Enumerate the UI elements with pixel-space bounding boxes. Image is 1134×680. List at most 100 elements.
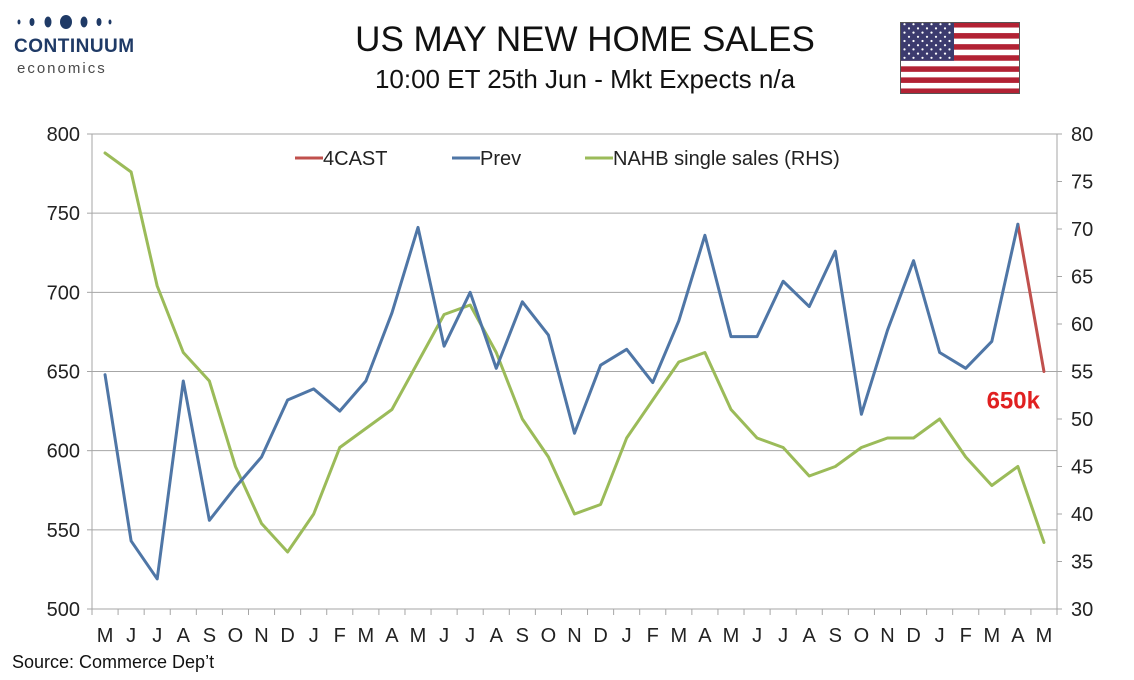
chart-title: US MAY NEW HOME SALES [355,20,815,59]
x-tick-label: O [541,625,557,647]
x-tick-label: N [254,625,268,647]
flag-star-icon [943,52,947,55]
flag-star-icon [925,35,929,38]
flag-star-icon [948,31,951,34]
flag-star-icon [948,48,951,51]
flag-star-icon [930,56,933,59]
flag-star-icon [943,44,947,47]
legend-label: NAHB single sales (RHS) [613,148,840,170]
flag-star-icon [916,44,920,47]
y-left-tick-label: 800 [47,124,80,146]
x-tick-label: M [670,625,687,647]
flag-star-icon [925,44,929,47]
x-tick-label: J [935,625,945,647]
x-tick-label: S [829,625,842,647]
flag-star-icon [921,48,924,51]
x-tick-label: A [177,625,191,647]
x-tick-label: J [152,625,162,647]
flag-star-icon [903,31,906,34]
flag-star-icon [925,27,929,30]
flag-star-icon [939,56,942,59]
y-right-tick-label: 60 [1071,314,1093,336]
gridlines [92,133,1057,531]
flag-star-icon [903,39,906,43]
x-tick-label: O [854,625,870,647]
flag-star-icon [934,52,938,55]
legend: 4CAST Prev NAHB single sales (RHS) [295,148,840,170]
legend-label: 4CAST [323,148,387,170]
brand-logo: CONTINUUM economics [10,10,140,80]
annotations: 650k [987,388,1041,415]
flag-star-icon [939,48,942,51]
y-right-tick-label: 55 [1071,362,1093,384]
x-tick-label: M [723,625,740,647]
flag-star-icon [948,39,951,43]
legend-label: Prev [480,148,521,170]
y-left-tick-label: 550 [47,520,80,542]
flag-star-icon [907,27,911,30]
x-tick-label: A [385,625,399,647]
x-tick-label: J [126,625,136,647]
flag-star-icon [939,31,942,34]
flag-star-icon [916,27,920,30]
x-tick-label: M [97,625,114,647]
flag-star-icon [939,39,942,43]
x-tick-label: A [1011,625,1025,647]
flag-star-icon [943,27,947,30]
flag-star-icon [943,35,947,38]
flag-star-icon [912,23,915,26]
flag-star-icon [939,23,942,26]
flag-star-icon [907,44,911,47]
flag-star-icon [912,39,915,43]
x-tick-label: D [280,625,294,647]
x-tick-label: S [516,625,529,647]
x-tick-label: D [906,625,920,647]
x-tick-label: F [647,625,659,647]
x-tick-label: M [410,625,427,647]
y-right-tick-label: 30 [1071,599,1093,621]
x-tick-label: J [622,625,632,647]
x-tick-label: J [439,625,449,647]
series-lines [103,151,1046,581]
forecast-annotation-label: 650k [987,388,1041,415]
flag-star-icon [912,31,915,34]
y-right-tick-label: 35 [1071,552,1093,574]
x-tick-label: M [983,625,1000,647]
x-tick-label: S [203,625,216,647]
chart-subtitle: 10:00 ET 25th Jun - Mkt Expects n/a [374,64,796,94]
flag-star-icon [930,39,933,43]
x-tick-label: M [1036,625,1053,647]
y-right-tick-label: 80 [1071,124,1093,146]
y-left-tick-label: 700 [47,282,80,304]
flag-star-icon [907,35,911,38]
us-flag-icon [900,22,1020,94]
y-right-tick-label: 50 [1071,409,1093,431]
y-left-tick-label: 600 [47,441,80,463]
flag-star-icon [921,31,924,34]
source-note: Source: Commerce Dep’t [12,652,215,672]
flag-star-icon [903,56,906,59]
flag-star-icon [934,44,938,47]
flag-star-icon [916,35,920,38]
x-tick-label: N [880,625,894,647]
flag-star-icon [916,52,920,55]
flag-star-icon [903,48,906,51]
x-tick-label: O [228,625,244,647]
flag-star-icon [907,52,911,55]
x-tick-label: N [567,625,581,647]
flag-star-icon [903,23,906,26]
flag-star-icon [912,48,915,51]
x-tick-label: J [778,625,788,647]
series-line-4cast [1016,222,1046,373]
axes [87,133,1062,615]
flag-star-icon [921,23,924,26]
flag-star-icon [934,27,938,30]
flag-star-icon [948,23,951,26]
series-line-prev [103,222,1020,581]
x-tick-label: F [960,625,972,647]
y-right-tick-label: 70 [1071,219,1093,241]
x-tick-label: J [752,625,762,647]
flag-star-icon [930,23,933,26]
y-right-tick-label: 40 [1071,504,1093,526]
y-left-tick-label: 500 [47,599,80,621]
